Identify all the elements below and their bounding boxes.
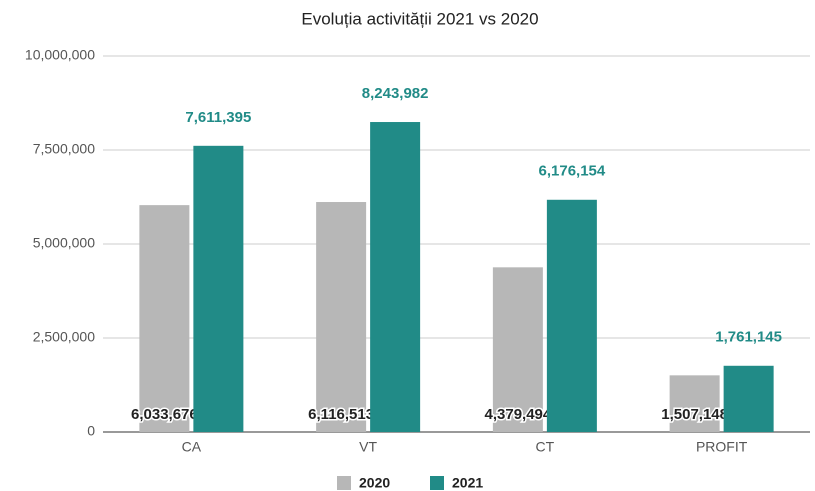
y-tick-label: 10,000,000 — [25, 47, 95, 63]
bar — [723, 365, 774, 432]
bar — [669, 375, 720, 432]
value-label: 4,379,494 — [485, 406, 552, 423]
x-tick-label: CT — [536, 439, 555, 455]
bar — [193, 145, 244, 432]
y-tick-label: 2,500,000 — [33, 329, 95, 345]
value-label: 6,176,154 — [539, 163, 606, 180]
value-label: 1,507,148 — [661, 406, 728, 423]
bar — [316, 202, 367, 432]
value-label: 7,611,395 — [185, 109, 251, 126]
legend-swatch — [430, 476, 444, 490]
legend-label: 2020 — [359, 475, 390, 491]
y-tick-label: 5,000,000 — [33, 235, 95, 251]
bar — [139, 205, 190, 432]
value-label: 6,116,513 — [308, 406, 374, 423]
bar — [546, 199, 597, 432]
value-label: 6,033,676 — [131, 406, 198, 423]
bar — [492, 267, 543, 432]
y-tick-label: 7,500,000 — [33, 141, 95, 157]
value-label: 1,761,145 — [715, 329, 782, 346]
value-label: 8,243,982 — [362, 85, 429, 102]
legend-label: 2021 — [452, 475, 483, 491]
chart-title: Evoluția activității 2021 vs 2020 — [301, 9, 538, 28]
x-tick-label: PROFIT — [696, 439, 748, 455]
legend-swatch — [337, 476, 351, 490]
bar — [370, 122, 421, 432]
y-tick-label: 0 — [87, 423, 95, 439]
x-tick-label: VT — [359, 439, 377, 455]
x-tick-label: CA — [182, 439, 202, 455]
